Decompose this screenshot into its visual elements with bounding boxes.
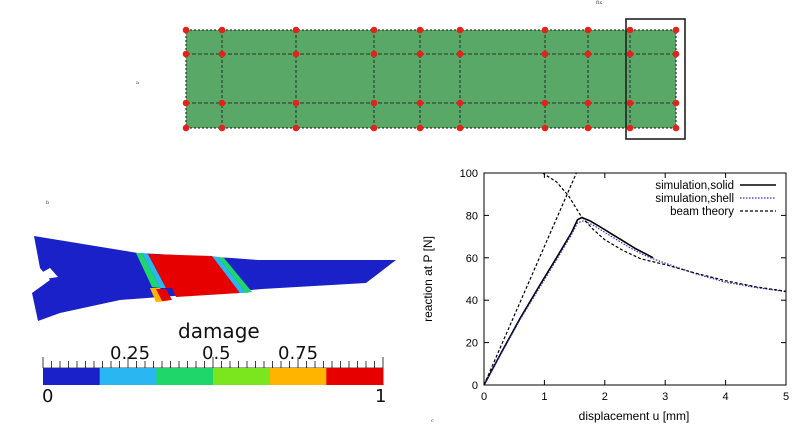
colorbar-swatch <box>213 368 271 385</box>
damaged-zone-lower <box>156 289 172 301</box>
series-line-beam-theory <box>542 173 786 292</box>
x-tick-label: 5 <box>783 391 789 403</box>
mesh-node <box>292 26 300 34</box>
damage-band-left-outer <box>136 253 160 288</box>
mesh-node <box>292 50 300 58</box>
colorbar-swatch <box>99 368 157 385</box>
colorbar-tick-0-75: 0.75 <box>278 343 319 364</box>
damage-band-right-inner <box>212 256 246 293</box>
series-line-beam-theory <box>484 173 577 385</box>
legend-label: simulation,solid <box>655 180 734 192</box>
mesh-node <box>292 124 300 132</box>
y-axis-label: reaction at P [N] <box>421 236 435 322</box>
mesh-node <box>541 50 549 58</box>
mesh-node <box>292 99 300 107</box>
mesh-node <box>416 50 424 58</box>
x-tick-label: 3 <box>662 391 668 403</box>
mesh-node <box>218 99 226 107</box>
y-tick-label: 100 <box>460 168 478 180</box>
mesh-node <box>456 99 464 107</box>
mesh-node <box>672 50 680 58</box>
mesh-node <box>218 50 226 58</box>
mesh-node <box>416 26 424 34</box>
mesh-node <box>584 26 592 34</box>
mesh-node <box>182 26 190 34</box>
panel-a-label: a <box>136 80 139 86</box>
y-tick-label: 60 <box>466 253 478 265</box>
x-tick-label: 0 <box>481 391 487 403</box>
panel-b-label: b <box>46 200 50 206</box>
colorbar-title: damage <box>178 319 260 343</box>
mesh-node <box>416 124 424 132</box>
damage-contour-plot <box>32 236 396 321</box>
legend-label: simulation,shell <box>655 193 734 205</box>
x-tick-label: 4 <box>723 391 729 403</box>
plot-frame <box>483 172 787 386</box>
fix-boundary-box <box>625 18 686 140</box>
mesh-node <box>584 124 592 132</box>
mesh-node <box>626 26 634 34</box>
colorbar-swatches <box>43 368 384 385</box>
mesh-node <box>626 99 634 107</box>
mesh-node <box>672 124 680 132</box>
mesh-node <box>370 124 378 132</box>
mesh-node <box>541 99 549 107</box>
y-tick-label: 40 <box>466 295 478 307</box>
damage-band-right-outer <box>218 257 252 293</box>
damaged-zone <box>148 254 240 297</box>
mesh-nodes <box>182 26 680 132</box>
reaction-displacement-chart: 0 1 2 3 4 5 0 20 40 60 80 100 displacement u [mm] r… <box>421 168 789 423</box>
mesh-node <box>672 99 680 107</box>
mesh-node <box>584 50 592 58</box>
mesh-node <box>218 124 226 132</box>
mesh-node <box>182 50 190 58</box>
colorbar-tick-0: 0 <box>42 386 54 407</box>
colorbar-tick-1: 1 <box>375 386 387 407</box>
mesh-node <box>456 26 464 34</box>
fix-label: fix <box>596 0 603 6</box>
mesh-node <box>182 99 190 107</box>
mesh-node <box>626 124 634 132</box>
x-tick-label: 2 <box>602 391 608 403</box>
mesh-node <box>370 50 378 58</box>
beam-mesh-diagram <box>182 18 686 140</box>
y-tick-label: 0 <box>472 380 478 392</box>
panel-c-label: c <box>431 418 434 424</box>
mesh-node <box>626 50 634 58</box>
damage-band-left-inner <box>142 253 166 288</box>
x-tick-label: 1 <box>541 391 547 403</box>
colorbar-swatch <box>269 368 327 385</box>
beam-plate <box>185 29 677 129</box>
mesh-node <box>672 26 680 34</box>
colorbar-ticks <box>42 357 384 369</box>
crack-notch <box>32 268 58 281</box>
mesh-node <box>456 124 464 132</box>
mesh-node <box>182 124 190 132</box>
mesh-lines <box>186 30 676 128</box>
mesh-node <box>456 50 464 58</box>
mesh-node <box>370 26 378 34</box>
mesh-node <box>218 26 226 34</box>
colorbar-tick-0-25: 0.25 <box>110 343 151 364</box>
mesh-node <box>541 124 549 132</box>
colorbar-swatch <box>326 368 384 385</box>
mesh-node <box>416 99 424 107</box>
legend-label: beam theory <box>670 206 734 218</box>
mesh-node <box>584 99 592 107</box>
y-tick-label: 80 <box>466 210 478 222</box>
x-axis-label: displacement u [mm] <box>579 409 690 423</box>
colorbar-swatch <box>156 368 214 385</box>
colorbar-tick-0-5: 0.5 <box>202 343 231 364</box>
damage-colorbar <box>42 357 384 385</box>
colorbar-swatch <box>43 368 101 385</box>
y-tick-label: 20 <box>466 338 478 350</box>
mesh-node <box>541 26 549 34</box>
mesh-node <box>370 99 378 107</box>
series-line-simulation-solid <box>484 216 654 385</box>
